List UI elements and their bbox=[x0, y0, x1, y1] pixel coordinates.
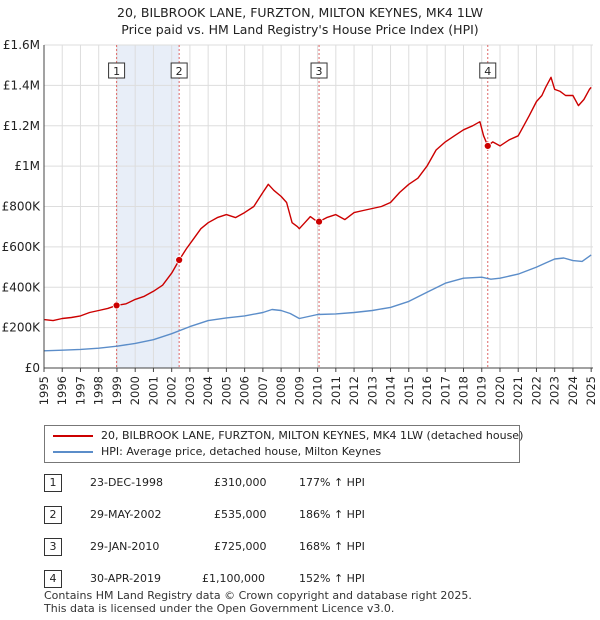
footer-attribution: Contains HM Land Registry data © Crown c… bbox=[44, 589, 472, 615]
x-tick-label: 2011 bbox=[329, 376, 343, 405]
x-tick-label: 2007 bbox=[256, 376, 270, 405]
sale-hpi-change: 177% ↑ HPI bbox=[299, 476, 365, 489]
x-tick-label: 2003 bbox=[183, 376, 197, 405]
table-row: 3 29-JAN-2010 £725,000 168% ↑ HPI bbox=[44, 538, 564, 556]
title-line-2: Price paid vs. HM Land Registry's House … bbox=[121, 22, 479, 37]
sale-marker-label: 1 bbox=[113, 65, 120, 78]
x-tick-label: 2005 bbox=[219, 376, 233, 405]
x-tick-label: 2020 bbox=[493, 376, 507, 405]
sale-badge: 1 bbox=[44, 474, 62, 492]
x-tick-label: 2010 bbox=[311, 376, 325, 405]
property-price-line bbox=[43, 76, 592, 322]
table-row: 2 29-MAY-2002 £535,000 186% ↑ HPI bbox=[44, 506, 564, 524]
footer-line-1: Contains HM Land Registry data © Crown c… bbox=[44, 589, 472, 602]
price-chart: £0 £200K £400K £600K £800K £1M £1.2M £1.4M £1.6M… bbox=[2, 38, 599, 405]
sale-price: £535,000 bbox=[214, 508, 267, 521]
sale-point bbox=[112, 301, 121, 310]
x-tick-label: 2021 bbox=[511, 376, 525, 405]
legend-swatch-blue bbox=[53, 451, 93, 453]
y-tick-label: £800K bbox=[2, 200, 42, 214]
x-tick-label: 2014 bbox=[384, 376, 398, 405]
x-tick-label: 2012 bbox=[347, 376, 361, 405]
sale-marker-label: 4 bbox=[484, 65, 491, 78]
x-tick-label: 2025 bbox=[584, 376, 598, 405]
sale-point bbox=[175, 256, 184, 264]
sale-date: 30-APR-2019 bbox=[90, 572, 162, 585]
x-tick-label: 1999 bbox=[110, 376, 124, 405]
sale-date: 23-DEC-1998 bbox=[90, 476, 164, 489]
title-line-1: 20, BILBROOK LANE, FURZTON, MILTON KEYNE… bbox=[117, 5, 483, 20]
sale-marker-box bbox=[108, 62, 126, 79]
y-tick-label: £0 bbox=[25, 361, 40, 375]
sale-date: 29-JAN-2010 bbox=[90, 540, 160, 553]
x-tick-label: 2009 bbox=[292, 376, 306, 405]
sale-marker-label: 3 bbox=[316, 65, 323, 78]
y-tick-label: £600K bbox=[2, 240, 42, 254]
sale-hpi-change: 186% ↑ HPI bbox=[299, 508, 365, 521]
sale-price: £310,000 bbox=[214, 476, 267, 489]
x-tick-label: 2000 bbox=[128, 376, 142, 405]
sale-badge: 2 bbox=[44, 506, 62, 524]
legend-swatch-red bbox=[53, 435, 93, 437]
sale-marker-box bbox=[170, 62, 188, 79]
y-tick-label: £1.6M bbox=[3, 38, 40, 52]
x-tick-label: 2001 bbox=[146, 376, 160, 405]
sale-hpi-change: 152% ↑ HPI bbox=[299, 572, 365, 585]
x-tick-label: 1997 bbox=[73, 376, 87, 405]
legend-label-hpi: HPI: Average price, detached house, Milt… bbox=[101, 445, 382, 458]
x-tick-label: 2018 bbox=[457, 376, 471, 405]
x-tick-label: 2013 bbox=[365, 376, 379, 405]
sale-point bbox=[483, 142, 492, 150]
sale-price: £1,100,000 bbox=[202, 572, 265, 585]
y-tick-label: £1M bbox=[14, 159, 40, 173]
y-tick-label: £200K bbox=[2, 321, 42, 335]
x-tick-label: 2006 bbox=[238, 376, 252, 405]
sale-badge: 3 bbox=[44, 538, 62, 556]
sale-point bbox=[315, 217, 323, 226]
legend-label-property: 20, BILBROOK LANE, FURZTON, MILTON KEYNE… bbox=[101, 429, 524, 442]
y-tick-label: £1.2M bbox=[3, 119, 40, 133]
sale-marker-box bbox=[479, 62, 497, 79]
y-tick-label: £400K bbox=[2, 280, 42, 294]
x-tick-label: 1998 bbox=[92, 376, 106, 405]
hpi-line bbox=[43, 254, 592, 352]
legend: 20, BILBROOK LANE, FURZTON, MILTON KEYNE… bbox=[44, 425, 524, 463]
x-tick-label: 1996 bbox=[55, 376, 69, 405]
x-tick-label: 2015 bbox=[402, 376, 416, 405]
footer-line-2: This data is licensed under the Open Gov… bbox=[44, 602, 395, 615]
x-tick-label: 2022 bbox=[529, 376, 543, 405]
sale-marker-box bbox=[310, 62, 328, 79]
x-tick-label: 2023 bbox=[548, 376, 562, 405]
sale-hpi-change: 168% ↑ HPI bbox=[299, 540, 365, 553]
sale-marker-label: 2 bbox=[176, 65, 183, 78]
sale-price: £725,000 bbox=[214, 540, 267, 553]
x-tick-label: 2017 bbox=[438, 376, 452, 405]
table-row: 1 23-DEC-1998 £310,000 177% ↑ HPI bbox=[44, 474, 564, 492]
y-tick-label: £1.4M bbox=[3, 78, 40, 92]
table-row: 4 30-APR-2019 £1,100,000 152% ↑ HPI bbox=[44, 570, 564, 588]
x-tick-label: 2016 bbox=[420, 376, 434, 405]
chart-title: 20, BILBROOK LANE, FURZTON, MILTON KEYNE… bbox=[0, 4, 600, 38]
x-tick-label: 2008 bbox=[274, 376, 288, 405]
x-tick-label: 2002 bbox=[165, 376, 179, 405]
x-tick-label: 1995 bbox=[37, 376, 51, 405]
x-tick-label: 2024 bbox=[566, 376, 580, 405]
x-tick-label: 2019 bbox=[475, 376, 489, 405]
sale-date: 29-MAY-2002 bbox=[90, 508, 162, 521]
sale-badge: 4 bbox=[44, 570, 62, 588]
x-tick-label: 2004 bbox=[201, 376, 215, 405]
